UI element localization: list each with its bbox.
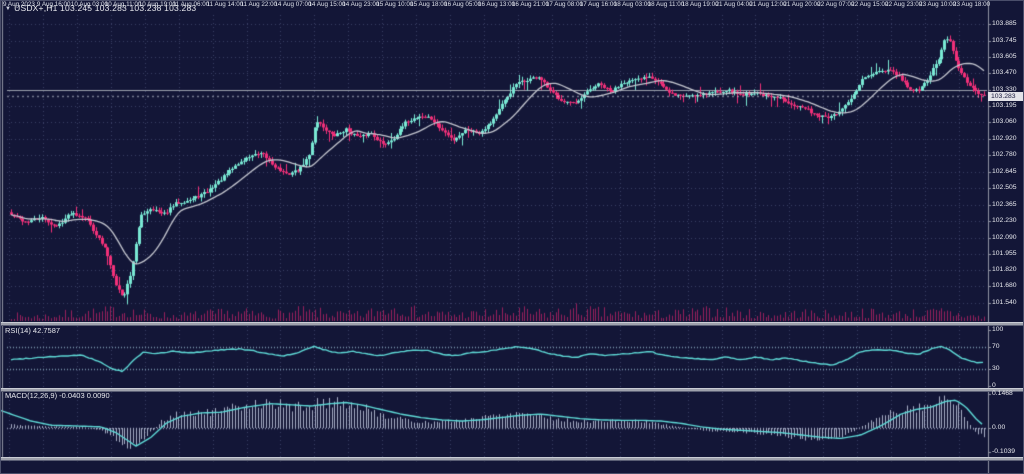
price-axis-label: 103.470: [992, 69, 1017, 77]
rsi-axis-label: 100: [992, 326, 1004, 333]
rsi-axis-label: 30: [992, 365, 1000, 373]
rsi-axis-label: 0: [992, 382, 996, 389]
rsi-axis-label: 70: [992, 342, 1000, 350]
chart-title: ▼ USDX+,H1 103.245 103.283 103.238 103.28…: [5, 3, 196, 13]
time-axis-label: 14 Aug 07:00: [274, 1, 312, 8]
current-price-tag: 103.283: [988, 91, 1023, 101]
price-axis-label: 102.505: [992, 184, 1017, 192]
time-axis-label: 16 Aug 05:00: [444, 1, 482, 8]
time-axis-label: 11 Aug 22:00: [240, 1, 278, 8]
price-axis-label: 102.090: [992, 233, 1017, 241]
price-axis-label: 103.885: [992, 19, 1017, 27]
price-axis-label: 103.195: [992, 102, 1017, 110]
time-axis-label: 14 Aug 23:00: [342, 1, 380, 8]
time-axis-label: 10 Aug 19:00: [138, 1, 176, 8]
symbol-dropdown-icon[interactable]: ▼: [5, 6, 12, 12]
time-axis-label: 9 Aug 2023: [3, 1, 35, 8]
price-axis-label: 101.680: [992, 282, 1017, 290]
time-axis-label: 15 Aug 18:00: [410, 1, 448, 8]
price-axis-label: 102.645: [992, 167, 1017, 175]
macd-axis-label: -0.1039: [992, 448, 1016, 456]
time-axis-label: 17 Aug 16:00: [579, 1, 617, 8]
time-axis-label: 16 Aug 21:00: [511, 1, 550, 8]
time-axis-label: 9 Aug 16:00: [36, 1, 71, 8]
pane-separator-macd-timeaxis[interactable]: [1, 457, 1023, 461]
price-axis-label: 103.060: [992, 118, 1017, 126]
price-axis-label: 101.820: [992, 265, 1017, 273]
time-axis-label: 15 Aug 10:00: [376, 1, 414, 8]
time-axis-label: 18 Aug 11:00: [647, 1, 685, 8]
price-axis-label: 102.780: [992, 151, 1017, 159]
time-axis-label: 11 Aug 06:00: [172, 1, 210, 8]
time-axis-label: 17 Aug 08:00: [545, 1, 583, 8]
price-axis-label: 101.540: [992, 299, 1017, 307]
time-axis-label: 10 Aug 11:00: [104, 1, 142, 8]
price-axis-label: 103.745: [992, 36, 1017, 44]
chart-title-text: USDX+,H1 103.245 103.283 103.238 103.283: [14, 3, 197, 13]
time-axis-label: 14 Aug 15:00: [308, 1, 346, 8]
time-axis-label: 18 Aug 19:00: [681, 1, 719, 8]
time-axis-label: 22 Aug 15:00: [851, 1, 889, 8]
time-axis-label: 21 Aug 20:00: [783, 1, 821, 8]
time-axis-label: 21 Aug 04:00: [715, 1, 753, 8]
time-axis-label: 23 Aug 10:00: [919, 1, 957, 8]
price-axis-label: 102.230: [992, 216, 1017, 224]
time-axis-label: 22 Aug 23:00: [885, 1, 923, 8]
macd-axis-label: 0.1468: [992, 389, 1013, 397]
time-axis-label: 10 Aug 03:00: [70, 1, 108, 8]
time-axis-label: 21 Aug 12:00: [749, 1, 787, 8]
pane-separator-rsi-macd[interactable]: [1, 388, 1023, 392]
price-axis-label: 103.605: [992, 53, 1017, 61]
pane-separator-main-rsi[interactable]: [1, 322, 1023, 326]
time-axis-label: 18 Aug 03:00: [613, 1, 651, 8]
time-axis-label: 23 Aug 18:00: [953, 1, 991, 8]
price-axis-label: 103.330: [992, 86, 1017, 93]
time-axis-label: 16 Aug 13:00: [478, 1, 516, 8]
price-axis-label: 102.365: [992, 200, 1017, 208]
price-axis-label: 101.955: [992, 249, 1017, 257]
time-axis-label: 22 Aug 07:00: [817, 1, 855, 8]
time-axis-label: 11 Aug 14:00: [206, 1, 244, 8]
price-axis-label: 102.920: [992, 134, 1017, 142]
macd-axis-label: 0.00: [992, 423, 1006, 431]
